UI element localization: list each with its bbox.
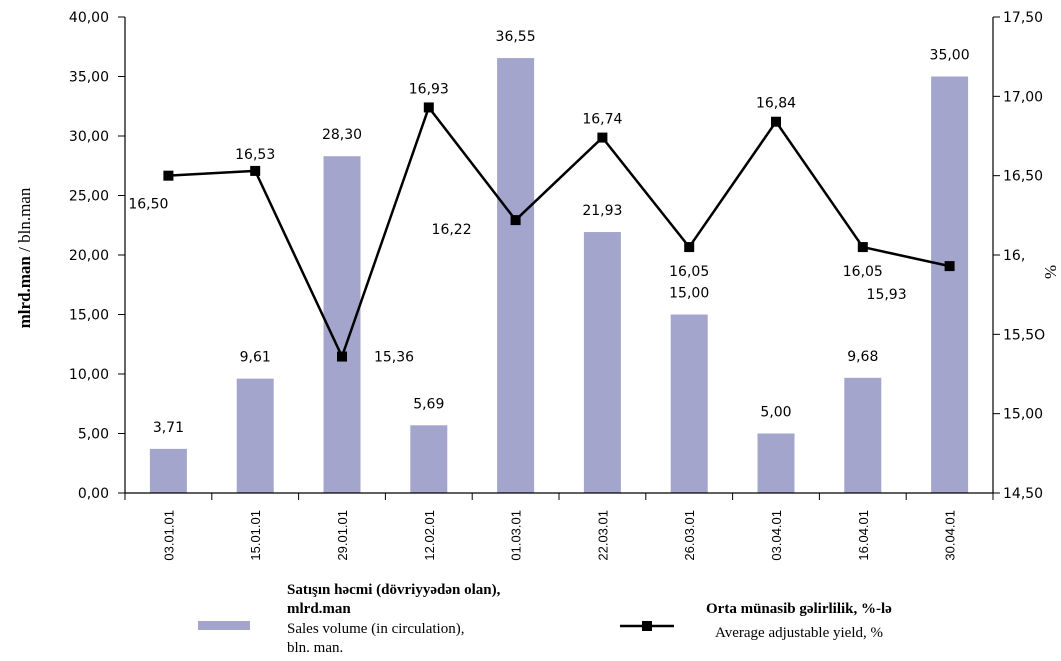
bar [670, 314, 708, 493]
line-data-labels: 16,50 16,53 15,36 16,93 16,22 16,74 16,05 16,84… [128, 81, 906, 365]
bar-value-label: 9,68 [847, 349, 878, 365]
y-left-tick-label: 5,00 [78, 427, 109, 443]
y-left-tick-label: 25,00 [69, 189, 109, 205]
x-tick-label: 01.03.01 [509, 510, 524, 561]
line-value-label: 16,22 [432, 222, 472, 238]
line-value-label: 16,05 [669, 264, 709, 280]
line-series [163, 102, 955, 362]
y-left-tick-label: 0,00 [78, 486, 109, 502]
bar [236, 378, 274, 493]
legend-bar-subtitle: Sales volume (in circulation), [287, 621, 464, 637]
line-value-label: 15,36 [374, 350, 414, 366]
legend-bar-title-2: mlrd.man [287, 601, 351, 617]
y-right-tick-label: 17,00 [1003, 89, 1043, 105]
y-right-tick-label: 15,5O [1003, 327, 1045, 343]
bar-value-label: 21,93 [582, 203, 622, 219]
line-marker [163, 170, 174, 181]
bar-value-label: 5,69 [413, 396, 444, 412]
x-tick-label: 03.01.01 [161, 510, 176, 561]
legend-line-subtitle: Average adjustable yield, % [715, 625, 883, 641]
y-left-tick-label: 35,00 [69, 70, 109, 86]
bar-value-label: 5,00 [760, 405, 791, 421]
bar-value-label: 35,00 [930, 48, 970, 64]
legend-bar-title: Satışın həcmi (dövriyyədən olan), [287, 582, 501, 598]
x-tick-label: 30.04.01 [943, 510, 958, 561]
y-right-tick-label: 17,50 [1003, 10, 1043, 26]
y-right-tick-label: 16, [1003, 248, 1025, 264]
bar-value-label: 28,30 [322, 127, 362, 143]
line-value-label: 16,84 [756, 96, 796, 112]
legend-bar-subtitle-2: bln. man. [287, 640, 343, 656]
axes: 0,00 5,00 10,00 15,00 20,00 25,00 30,00 35,00 40… [69, 10, 1045, 561]
bar-value-label: 15,00 [669, 286, 709, 302]
bar-value-label: 36,55 [496, 29, 536, 45]
line-value-label: 16,05 [843, 264, 883, 280]
line-path [168, 104, 950, 360]
x-tick-label: 16.04.01 [856, 510, 871, 561]
line-marker [684, 242, 695, 253]
line-marker [250, 165, 261, 176]
x-tick-label: 29.01.01 [335, 510, 350, 561]
bar-data-labels: 3,71 9,61 28,30 5,69 36,55 21,93 15,00 5,00 9,68… [153, 29, 970, 436]
bar-value-label: 3,71 [153, 420, 184, 436]
line-marker [423, 102, 434, 113]
bar [149, 448, 187, 493]
y-right-tick-label: 16,50 [1003, 169, 1043, 185]
line-value-label: 16,50 [128, 197, 168, 213]
bar [410, 425, 448, 493]
bar [844, 377, 882, 493]
legend-line-title: Orta münasib gəlirlilik, %-lə [706, 601, 892, 617]
line-value-label: 16,74 [582, 112, 622, 128]
bar [497, 58, 535, 494]
line-marker [857, 242, 868, 253]
line-value-label: 16,53 [235, 147, 275, 163]
line-value-label: 15,93 [867, 287, 907, 303]
legend-bar-swatch [198, 621, 250, 630]
line-marker [597, 132, 608, 143]
line-marker [337, 351, 347, 362]
y-left-tick-label: 20,00 [69, 248, 109, 264]
x-tick-label: 03.04.01 [769, 510, 784, 561]
y-right-tick-label: 14,50 [1003, 486, 1043, 502]
y-right-tick-label: 15,00 [1003, 407, 1043, 423]
x-tick-label: 22.03.01 [595, 510, 610, 561]
y-axis-right-title: % [1041, 265, 1060, 279]
y-left-tick-label: 10,00 [69, 367, 109, 383]
y-axis-left-title: mlrd.man / bln.man [15, 187, 34, 328]
line-marker [944, 261, 955, 272]
line-marker [771, 116, 781, 127]
line-value-label: 16,93 [409, 81, 449, 97]
line-marker [510, 215, 521, 226]
legend-line-marker [642, 621, 652, 631]
y-left-tick-label: 40,00 [69, 10, 109, 26]
x-tick-label: 15.01.01 [248, 510, 263, 561]
bar-value-label: 9,61 [240, 350, 271, 366]
y-left-tick-label: 30,00 [69, 129, 109, 145]
legend: Satışın həcmi (dövriyyədən olan), mlrd.m… [198, 582, 892, 656]
bar [757, 433, 795, 493]
bar-series [149, 58, 969, 494]
bar [931, 76, 969, 493]
bar [323, 156, 361, 494]
bar [583, 232, 621, 493]
x-tick-label: 26.03.01 [682, 510, 697, 561]
y-left-tick-label: 15,00 [69, 308, 109, 324]
x-tick-label: 12.02.01 [422, 510, 437, 561]
